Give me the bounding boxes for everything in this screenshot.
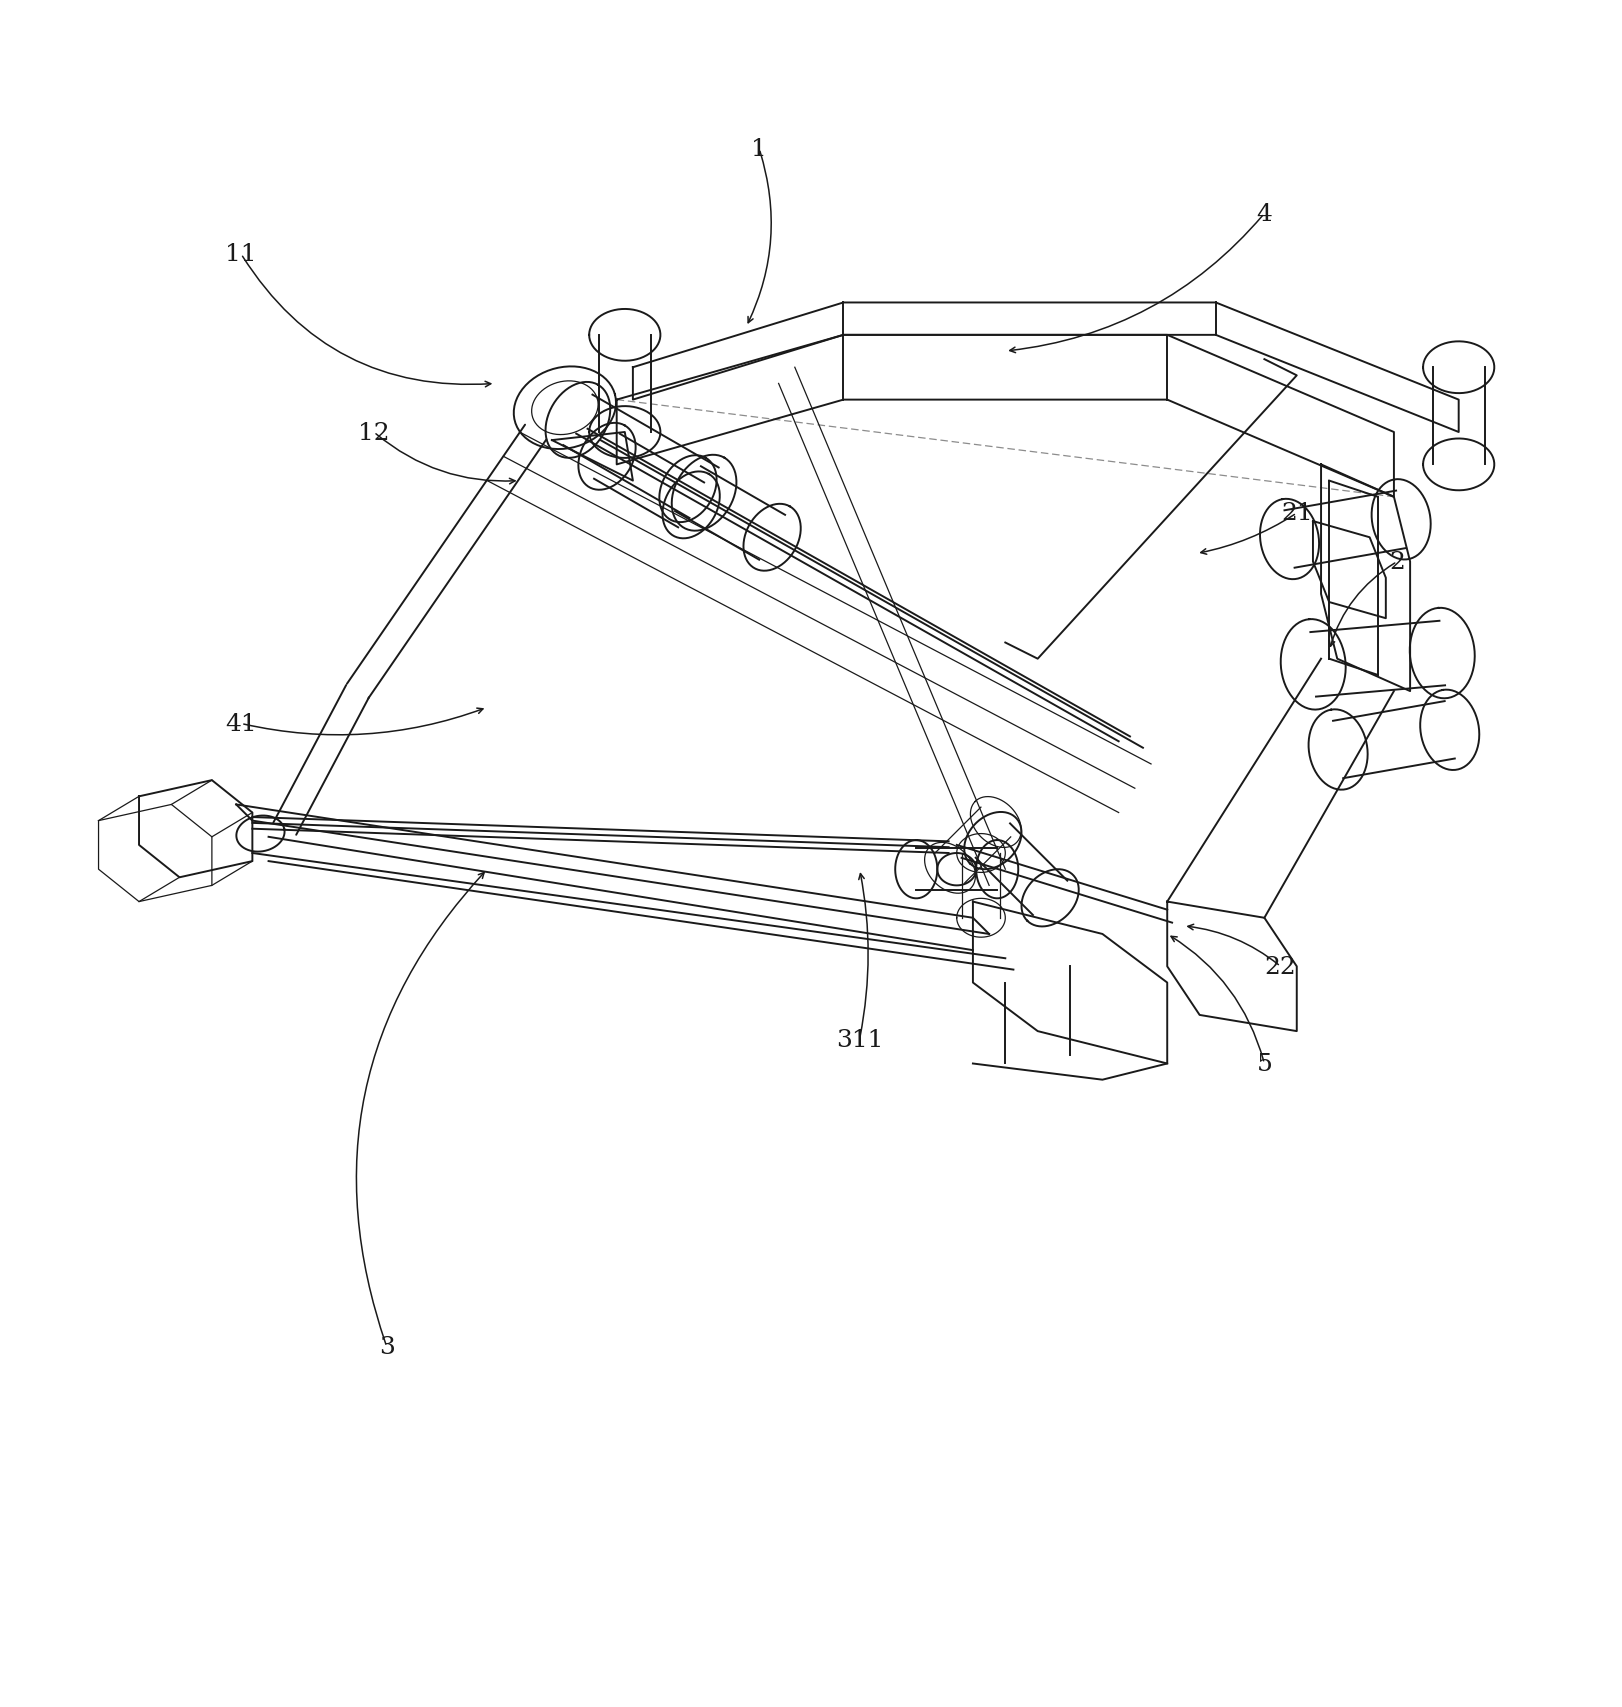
Text: 12: 12 bbox=[358, 422, 389, 444]
Text: 2: 2 bbox=[1388, 551, 1405, 574]
Text: 1: 1 bbox=[751, 138, 767, 160]
Text: 311: 311 bbox=[835, 1028, 884, 1052]
Text: 4: 4 bbox=[1257, 203, 1272, 225]
Text: 22: 22 bbox=[1265, 956, 1296, 978]
Text: 3: 3 bbox=[380, 1335, 394, 1359]
Text: 21: 21 bbox=[1281, 502, 1312, 526]
Text: 41: 41 bbox=[225, 712, 256, 736]
Text: 5: 5 bbox=[1257, 1053, 1272, 1075]
Text: 11: 11 bbox=[225, 242, 256, 266]
